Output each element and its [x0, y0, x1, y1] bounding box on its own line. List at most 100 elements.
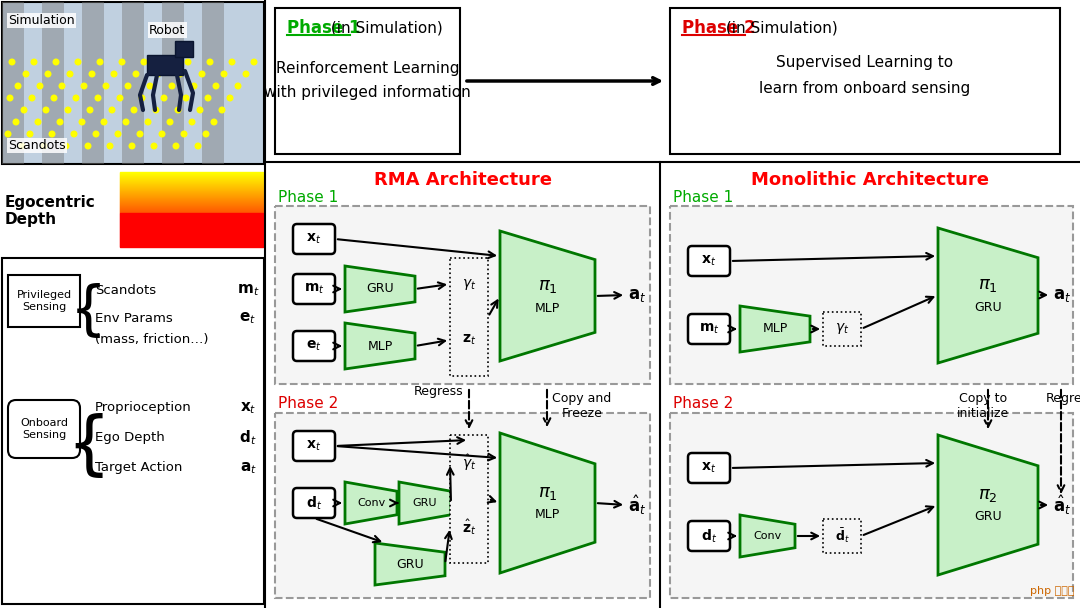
FancyBboxPatch shape	[293, 488, 335, 518]
Circle shape	[81, 83, 86, 89]
Bar	[275, 413, 650, 598]
Text: MLP: MLP	[762, 322, 787, 336]
Circle shape	[243, 71, 248, 77]
Circle shape	[97, 59, 103, 65]
Circle shape	[207, 59, 213, 65]
FancyBboxPatch shape	[688, 314, 730, 344]
Circle shape	[109, 107, 114, 113]
Bar	[2, 258, 264, 604]
Bar	[823, 312, 861, 346]
Circle shape	[131, 107, 137, 113]
Text: Regress: Regress	[1047, 392, 1080, 405]
Circle shape	[23, 71, 29, 77]
Circle shape	[71, 131, 77, 137]
Circle shape	[64, 143, 69, 149]
Bar	[823, 519, 861, 553]
Polygon shape	[740, 306, 810, 352]
Circle shape	[90, 71, 95, 77]
Circle shape	[43, 107, 49, 113]
FancyBboxPatch shape	[293, 274, 335, 304]
FancyBboxPatch shape	[688, 521, 730, 551]
Bar	[275, 8, 460, 154]
Circle shape	[45, 71, 51, 77]
Circle shape	[141, 59, 147, 65]
Text: $\mathbf{a}_t$: $\mathbf{a}_t$	[1053, 286, 1071, 303]
Text: $\pi_1$: $\pi_1$	[978, 277, 998, 294]
Text: GRU: GRU	[396, 558, 423, 570]
Circle shape	[79, 119, 85, 125]
Circle shape	[212, 119, 217, 125]
Circle shape	[123, 119, 129, 125]
Text: $\gamma_t$: $\gamma_t$	[462, 277, 476, 291]
Circle shape	[145, 119, 151, 125]
Circle shape	[198, 107, 203, 113]
FancyBboxPatch shape	[293, 224, 335, 254]
Text: GRU: GRU	[974, 511, 1002, 523]
Polygon shape	[939, 435, 1038, 575]
Bar	[450, 435, 488, 563]
Text: Privileged
Sensing: Privileged Sensing	[16, 290, 71, 312]
Text: $\hat{\gamma}_t$: $\hat{\gamma}_t$	[462, 453, 476, 473]
FancyBboxPatch shape	[293, 431, 335, 461]
Text: Egocentric
Depth: Egocentric Depth	[5, 195, 96, 227]
Circle shape	[170, 83, 175, 89]
Text: $\bar{\mathbf{d}}_t$: $\bar{\mathbf{d}}_t$	[835, 527, 849, 545]
Text: GRU: GRU	[974, 301, 1002, 314]
Circle shape	[175, 107, 180, 113]
Circle shape	[119, 59, 125, 65]
Text: Phase 2: Phase 2	[673, 396, 733, 412]
Circle shape	[161, 95, 166, 101]
Circle shape	[199, 71, 205, 77]
Text: Monolithic Architecture: Monolithic Architecture	[751, 171, 989, 189]
Circle shape	[203, 131, 208, 137]
Text: with privileged information: with privileged information	[265, 86, 471, 100]
Circle shape	[10, 59, 15, 65]
Circle shape	[189, 119, 194, 125]
Text: $\mathbf{m}_t$: $\mathbf{m}_t$	[237, 282, 259, 298]
Text: $\mathbf{x}_t$: $\mathbf{x}_t$	[307, 232, 322, 246]
Circle shape	[51, 95, 57, 101]
Circle shape	[159, 131, 165, 137]
Circle shape	[95, 95, 100, 101]
Circle shape	[29, 95, 35, 101]
FancyBboxPatch shape	[8, 400, 80, 458]
Circle shape	[153, 107, 159, 113]
Bar	[147, 55, 183, 75]
Bar	[82, 2, 104, 164]
Circle shape	[36, 119, 41, 125]
Bar	[120, 172, 264, 247]
Circle shape	[252, 59, 257, 65]
Text: $\mathbf{x}_t$: $\mathbf{x}_t$	[701, 254, 717, 268]
Text: Scandots: Scandots	[8, 139, 66, 152]
Text: $\mathbf{m}_t$: $\mathbf{m}_t$	[303, 282, 324, 296]
Text: Supervised Learning to: Supervised Learning to	[777, 55, 954, 71]
Circle shape	[111, 71, 117, 77]
Circle shape	[41, 143, 46, 149]
Circle shape	[37, 83, 43, 89]
Text: Phase 1: Phase 1	[287, 19, 361, 37]
Circle shape	[116, 131, 121, 137]
Bar	[122, 2, 144, 164]
Text: MLP: MLP	[367, 339, 393, 353]
Bar	[202, 2, 224, 164]
Circle shape	[137, 131, 143, 137]
Circle shape	[181, 131, 187, 137]
Circle shape	[139, 95, 145, 101]
Text: Phase 2: Phase 2	[278, 396, 338, 412]
Circle shape	[85, 143, 91, 149]
Text: $\mathbf{e}_t$: $\mathbf{e}_t$	[240, 310, 257, 326]
Circle shape	[27, 131, 32, 137]
Text: Robot: Robot	[149, 24, 185, 36]
Circle shape	[213, 83, 219, 89]
Bar	[670, 8, 1059, 154]
Text: Reinforcement Learning: Reinforcement Learning	[275, 61, 459, 75]
Polygon shape	[939, 228, 1038, 363]
Bar	[42, 2, 64, 164]
Text: MLP: MLP	[535, 302, 561, 314]
FancyBboxPatch shape	[688, 453, 730, 483]
Text: Regress: Regress	[415, 385, 463, 398]
Text: $\hat{\mathbf{a}}_t$: $\hat{\mathbf{a}}_t$	[1053, 493, 1071, 517]
Circle shape	[133, 71, 139, 77]
Text: Proprioception: Proprioception	[95, 401, 192, 415]
Circle shape	[87, 107, 93, 113]
